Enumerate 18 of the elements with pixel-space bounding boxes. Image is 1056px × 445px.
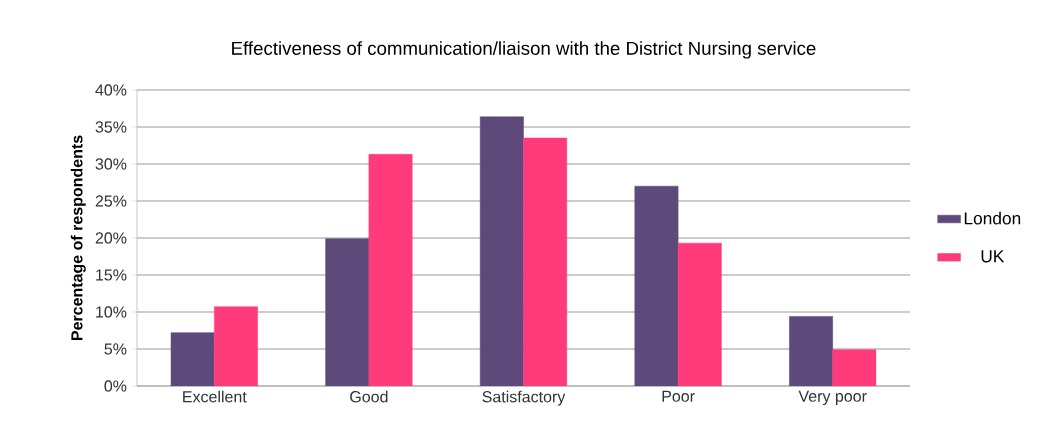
y-tick-label: 35% <box>95 121 127 133</box>
legend-label: UK <box>981 250 1005 263</box>
x-tick-label: Very poor <box>798 390 867 406</box>
y-tick-label: 5% <box>104 343 127 355</box>
y-tick-label: 25% <box>95 195 127 207</box>
x-tick-label: Good <box>350 390 388 403</box>
y-tick-label: 20% <box>95 232 127 244</box>
y-tick-label: 40% <box>95 84 127 96</box>
y-axis-title: Percentage of respondents <box>70 135 86 341</box>
y-tick-label: 0% <box>104 380 127 392</box>
x-tick-label: Excellent <box>183 390 247 403</box>
x-tick-label: Poor <box>662 390 695 402</box>
legend-label: London <box>964 211 1021 225</box>
y-tick-label: 30% <box>95 158 127 170</box>
y-tick-label: 15% <box>96 269 127 281</box>
chart-title: Effectiveness of communication/liaison with the District Nursing service <box>232 41 816 59</box>
x-tick-label: Satisfactory <box>482 390 566 406</box>
y-tick-label: 10% <box>96 306 127 318</box>
